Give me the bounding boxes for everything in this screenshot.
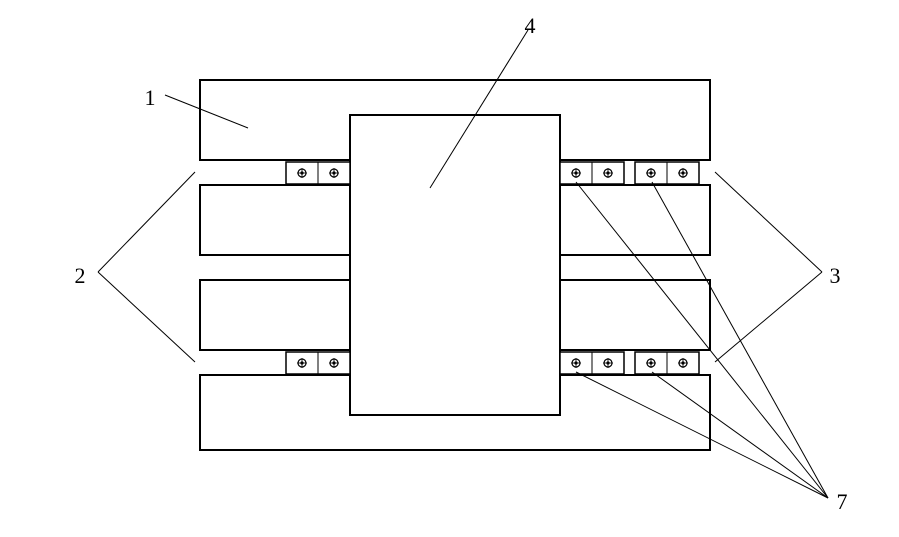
callout-label-2: 2: [75, 263, 86, 288]
callout-label-1: 1: [145, 85, 156, 110]
callout-label-3: 3: [830, 263, 841, 288]
callout-label-4: 4: [525, 13, 536, 38]
callout-label-7: 7: [837, 489, 848, 514]
technical-diagram: 1 2 3 4 7: [0, 0, 899, 537]
